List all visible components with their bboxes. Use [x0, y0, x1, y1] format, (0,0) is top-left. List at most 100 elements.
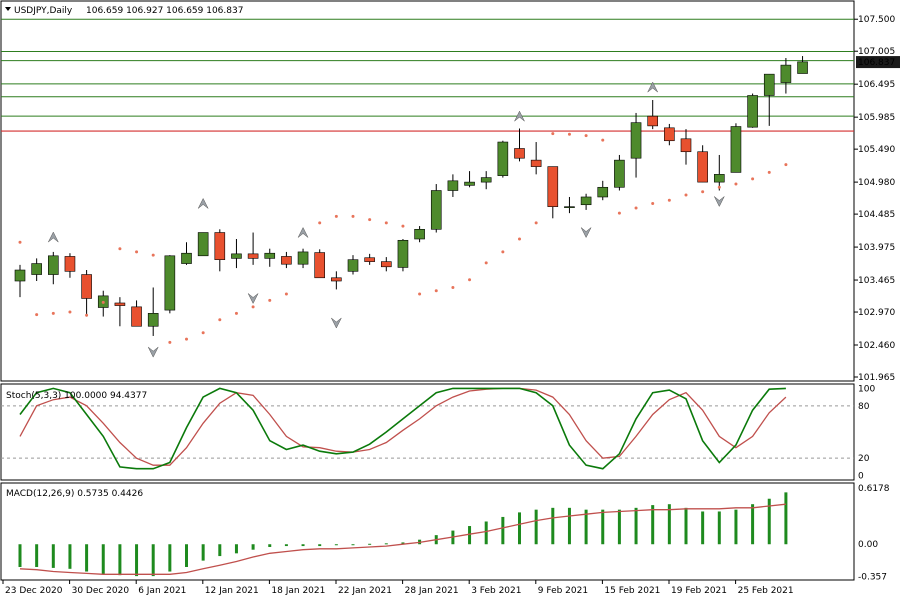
bearish-candle[interactable] — [114, 302, 126, 306]
price-tick-label: 101.965 — [858, 373, 895, 383]
bearish-candle[interactable] — [697, 151, 708, 183]
macd-histogram-bar — [301, 544, 305, 547]
macd-histogram-bar — [368, 543, 372, 545]
macd-histogram-bar — [617, 509, 621, 545]
bullish-candle[interactable] — [264, 252, 276, 259]
bearish-candle[interactable] — [131, 306, 142, 327]
parabolic-sar-dot — [135, 250, 139, 254]
parabolic-sar-dot — [118, 247, 122, 251]
bearish-candle[interactable] — [314, 252, 326, 279]
bullish-candle[interactable] — [564, 206, 575, 208]
fractal-down-arrow — [331, 317, 342, 329]
date-tick-label: 9 Feb 2021 — [538, 586, 588, 596]
parabolic-sar-dot — [501, 250, 505, 254]
macd-histogram-bar — [18, 544, 22, 567]
fractal-down-arrow — [147, 346, 159, 358]
parabolic-sar-dot — [51, 311, 55, 315]
bullish-candle[interactable] — [347, 259, 359, 272]
parabolic-sar-dot — [418, 292, 422, 296]
stoch-tick-label: 0 — [858, 472, 864, 482]
parabolic-sar-dot — [434, 289, 438, 293]
bullish-candle[interactable] — [397, 239, 409, 268]
symbol-label: USDJPY,Daily — [14, 6, 73, 16]
bullish-candle[interactable] — [181, 252, 192, 264]
bearish-candle[interactable] — [364, 257, 375, 262]
bearish-candle[interactable] — [547, 166, 559, 207]
parabolic-sar-dot — [168, 340, 172, 344]
bullish-candle[interactable] — [430, 190, 442, 230]
bullish-candle[interactable] — [197, 232, 209, 257]
fractal-down-arrow — [580, 227, 592, 239]
price-tick-label: 103.975 — [858, 243, 895, 253]
price-tick-label: 104.485 — [858, 210, 895, 220]
parabolic-sar-dot — [334, 214, 338, 218]
parabolic-sar-dot — [85, 313, 89, 317]
bearish-candle[interactable] — [530, 159, 542, 167]
bearish-candle[interactable] — [514, 148, 525, 159]
bearish-candle[interactable] — [64, 256, 76, 272]
fractal-up-arrow — [297, 226, 309, 238]
bearish-candle[interactable] — [281, 256, 292, 265]
parabolic-sar-dot — [18, 240, 22, 244]
macd-histogram-bar — [318, 544, 322, 547]
bullish-candle[interactable] — [713, 174, 725, 183]
bearish-candle[interactable] — [247, 253, 259, 259]
date-tick-label: 6 Jan 2021 — [138, 586, 186, 596]
bearish-candle[interactable] — [680, 138, 692, 153]
bullish-candle[interactable] — [614, 159, 625, 188]
macd-histogram-bar — [634, 507, 638, 545]
macd-signal-line — [19, 503, 786, 575]
bullish-candle[interactable] — [447, 180, 459, 191]
bullish-candle[interactable] — [580, 196, 592, 206]
bearish-candle[interactable] — [380, 261, 392, 268]
parabolic-sar-dot — [284, 292, 288, 296]
bullish-candle[interactable] — [414, 228, 425, 240]
bullish-candle[interactable] — [497, 141, 509, 176]
parabolic-sar-dot — [35, 313, 39, 317]
fractal-down-arrow — [247, 293, 259, 305]
bullish-candle[interactable] — [231, 253, 242, 259]
parabolic-sar-dot — [534, 221, 538, 225]
bullish-candle[interactable] — [480, 177, 492, 183]
bearish-candle[interactable] — [81, 274, 92, 299]
bullish-candle[interactable] — [597, 186, 609, 198]
symbol-dropdown-icon[interactable] — [5, 7, 11, 11]
bullish-candle[interactable] — [47, 255, 59, 275]
macd-histogram-bar — [584, 509, 588, 545]
macd-histogram-bar — [234, 544, 238, 554]
bearish-candle[interactable] — [331, 277, 342, 282]
ohlc-readout: 106.659 106.927 106.659 106.837 — [86, 6, 243, 16]
macd-histogram-bar — [401, 542, 405, 545]
bearish-candle[interactable] — [214, 232, 226, 260]
bullish-candle[interactable] — [31, 263, 42, 275]
stoch-tick-label: 100 — [858, 384, 875, 394]
bullish-candle[interactable] — [797, 61, 808, 74]
bullish-candle[interactable] — [763, 73, 775, 96]
price-tick-label: 103.465 — [858, 276, 895, 286]
parabolic-sar-dot — [567, 132, 571, 136]
stoch-tick-label: 20 — [858, 454, 870, 464]
parabolic-sar-dot — [351, 214, 355, 218]
fractal-up-arrow — [514, 110, 525, 122]
parabolic-sar-dot — [185, 337, 188, 341]
bullish-candle[interactable] — [147, 313, 159, 327]
bullish-candle[interactable] — [164, 255, 176, 311]
macd-histogram-bar — [667, 504, 671, 545]
bearish-candle[interactable] — [647, 115, 659, 127]
bullish-candle[interactable] — [730, 126, 742, 173]
bullish-candle[interactable] — [747, 95, 758, 128]
macd-histogram-bar — [717, 511, 721, 545]
bullish-candle[interactable] — [630, 122, 642, 159]
bullish-candle[interactable] — [780, 64, 792, 83]
bullish-candle[interactable] — [297, 251, 309, 265]
macd-histogram-bar — [251, 544, 255, 550]
current-price-tag — [856, 56, 900, 69]
bullish-candle[interactable] — [464, 181, 475, 186]
macd-histogram-bar — [268, 544, 272, 547]
macd-histogram-bar — [784, 492, 788, 545]
macd-histogram-bar — [734, 509, 738, 545]
bearish-candle[interactable] — [664, 127, 675, 142]
price-tick-label: 106.495 — [858, 80, 895, 90]
bullish-candle[interactable] — [14, 269, 26, 282]
